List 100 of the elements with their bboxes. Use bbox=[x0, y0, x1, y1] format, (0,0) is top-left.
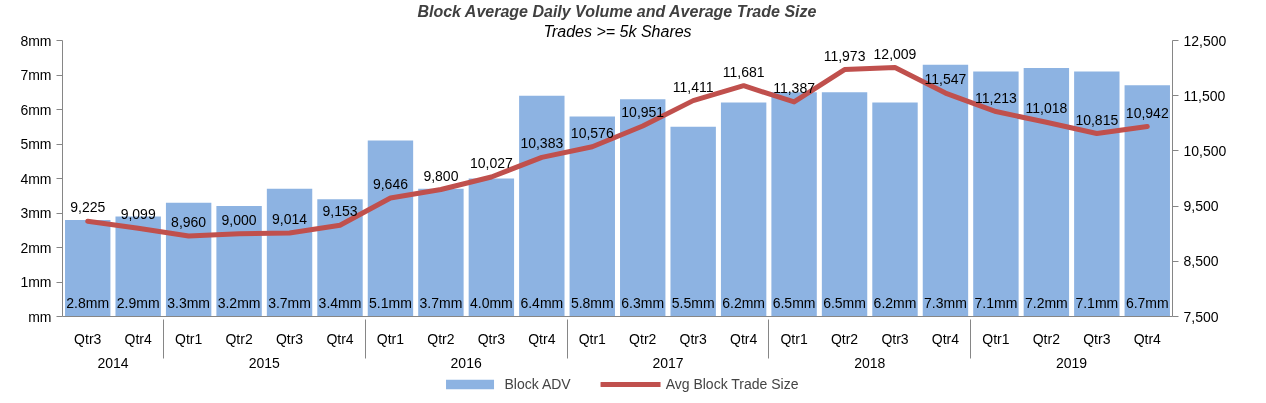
data-label: 2.9mm bbox=[116, 294, 160, 311]
data-label: 7.1mm bbox=[1075, 294, 1119, 311]
data-label: 7.3mm bbox=[924, 294, 967, 311]
data-label: 3.7mm bbox=[268, 294, 311, 311]
data-label: 4.0mm bbox=[469, 294, 513, 311]
data-label: 6.7mm bbox=[1125, 294, 1169, 311]
text: 2015 bbox=[248, 354, 281, 371]
data-label: 6.3mm bbox=[621, 294, 665, 311]
x-tick-label: Qtr4 bbox=[730, 330, 758, 347]
data-label: 10,027 bbox=[469, 155, 513, 172]
x-tick-label: Qtr3 bbox=[275, 330, 304, 347]
data-label: 7.2mm bbox=[1024, 294, 1068, 311]
y-tick-label: 3mm bbox=[20, 205, 52, 221]
x-tick-label: Qtr1 bbox=[175, 330, 203, 347]
text: 2017 bbox=[652, 354, 684, 371]
data-label: 10,576 bbox=[570, 124, 614, 141]
data-label: 6.2mm bbox=[873, 294, 917, 311]
bar bbox=[1023, 68, 1070, 317]
bar bbox=[569, 116, 615, 317]
y2-tick-label: 12,500 bbox=[1183, 32, 1227, 49]
data-label: 11,973 bbox=[823, 47, 866, 64]
data-label: 3.3mm bbox=[167, 294, 211, 311]
x-tick-label: Qtr3 bbox=[881, 330, 909, 347]
x-tick-label: Qtr1 bbox=[578, 330, 607, 347]
data-label: 10,951 bbox=[621, 104, 665, 120]
data-label: 9,099 bbox=[120, 206, 156, 223]
y-tick-label: 7mm bbox=[20, 67, 52, 83]
x-tick-label: Qtr2 bbox=[830, 330, 859, 347]
bar bbox=[821, 92, 868, 317]
text: 2016 bbox=[450, 354, 482, 371]
y2-tick-label: 7,500 bbox=[1183, 308, 1219, 325]
data-label: 5.5mm bbox=[671, 294, 715, 311]
y-tick-label: 6mm bbox=[20, 101, 52, 118]
data-label: 11,387 bbox=[773, 79, 816, 96]
data-label: 11,411 bbox=[672, 78, 714, 95]
data-label: 10,942 bbox=[1125, 104, 1169, 121]
x-tick-label: Qtr4 bbox=[931, 330, 960, 347]
data-label: 6.4mm bbox=[520, 294, 564, 311]
data-label: 11,213 bbox=[975, 89, 1018, 106]
x-tick-label: Qtr1 bbox=[376, 330, 405, 347]
data-label: 5.8mm bbox=[570, 294, 614, 311]
data-label: 3.2mm bbox=[217, 294, 261, 311]
text: 2018 bbox=[854, 354, 886, 371]
x-tick-label: Qtr3 bbox=[679, 330, 708, 347]
data-label: 11,018 bbox=[1025, 100, 1068, 117]
bar bbox=[670, 126, 716, 317]
data-label: 10,383 bbox=[520, 135, 564, 152]
bar bbox=[1074, 71, 1120, 317]
bar bbox=[65, 219, 111, 317]
y-tick-label: 1mm bbox=[20, 274, 52, 290]
text: 2019 bbox=[1056, 354, 1088, 371]
x-tick-label: Qtr3 bbox=[1083, 330, 1111, 347]
y-tick-label: 4mm bbox=[20, 170, 52, 187]
y-tick-label: mm bbox=[28, 308, 52, 325]
data-label: 11,681 bbox=[722, 63, 765, 80]
x-tick-label: Qtr4 bbox=[326, 330, 354, 347]
y2-tick-label: 9,500 bbox=[1183, 198, 1219, 215]
data-label: 11,547 bbox=[924, 71, 967, 88]
x-tick-label: Qtr2 bbox=[225, 330, 253, 347]
data-label: 6.2mm bbox=[722, 294, 766, 311]
data-label: 10,815 bbox=[1075, 111, 1119, 128]
bar bbox=[468, 178, 515, 317]
legend-label: Block ADV bbox=[504, 376, 571, 392]
x-tick-label: Qtr2 bbox=[1032, 330, 1061, 347]
data-label: 3.4mm bbox=[318, 294, 362, 311]
bar bbox=[367, 140, 414, 317]
text: 2014 bbox=[97, 354, 129, 371]
data-label: 9,800 bbox=[423, 167, 459, 184]
data-label: 9,646 bbox=[372, 176, 409, 193]
data-label: 8,960 bbox=[171, 213, 207, 230]
x-tick-label: Qtr2 bbox=[427, 330, 455, 347]
x-tick-label: Qtr4 bbox=[1133, 330, 1162, 347]
bar bbox=[872, 102, 918, 317]
chart-title: Block Average Daily Volume and Average Trade Size bbox=[417, 2, 817, 20]
x-tick-label: Qtr4 bbox=[124, 330, 153, 347]
y-tick-label: 5mm bbox=[20, 136, 52, 152]
data-label: 6.5mm bbox=[772, 294, 816, 311]
chart-subtitle: Trades >= 5k Shares bbox=[543, 22, 692, 40]
data-label: 9,225 bbox=[70, 199, 106, 216]
x-tick-label: Qtr2 bbox=[629, 330, 657, 347]
bar bbox=[620, 99, 666, 317]
data-label: 3.7mm bbox=[419, 294, 463, 311]
bar bbox=[1124, 85, 1170, 317]
bar bbox=[418, 188, 464, 317]
y2-tick-label: 8,500 bbox=[1183, 253, 1219, 270]
bar bbox=[720, 102, 767, 317]
x-tick-label: Qtr1 bbox=[982, 330, 1010, 347]
data-label: 2.8mm bbox=[66, 294, 110, 311]
data-label: 7.1mm bbox=[974, 294, 1018, 311]
x-tick-label: Qtr4 bbox=[528, 330, 556, 347]
y-tick-label: 8mm bbox=[20, 32, 52, 49]
y2-tick-label: 10,500 bbox=[1183, 142, 1227, 159]
x-tick-label: Qtr1 bbox=[780, 330, 808, 347]
y-tick-label: 2mm bbox=[20, 239, 52, 256]
y2-tick-label: 11,500 bbox=[1183, 87, 1226, 104]
bar bbox=[519, 95, 565, 317]
data-label: 12,009 bbox=[873, 45, 917, 62]
data-label: 9,153 bbox=[322, 203, 358, 220]
legend-label: Avg Block Trade Size bbox=[665, 376, 799, 392]
bar bbox=[973, 71, 1019, 317]
